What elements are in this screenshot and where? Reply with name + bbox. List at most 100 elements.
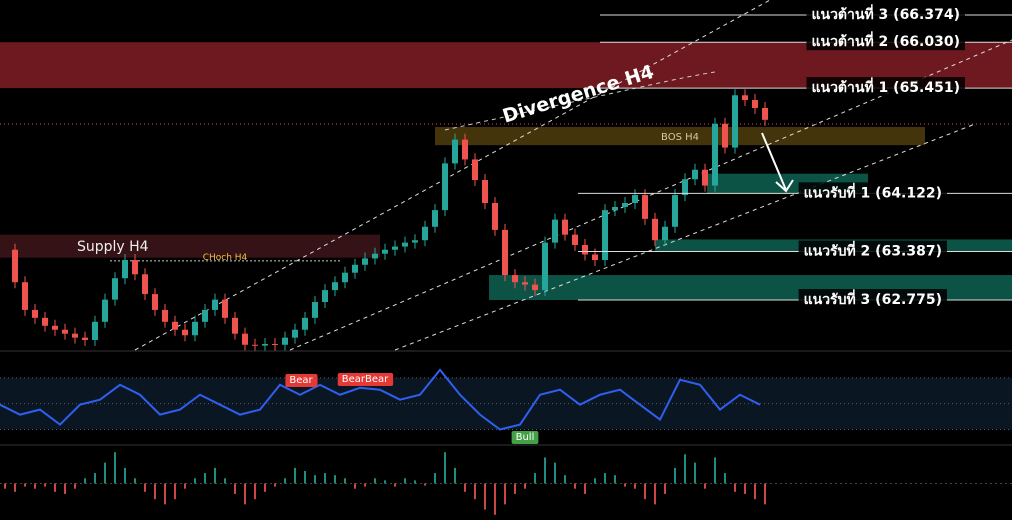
candle-body (232, 317, 238, 334)
candle-body (292, 329, 298, 338)
candle-body (502, 229, 508, 276)
channel-line (134, 0, 771, 351)
divergence-line (444, 71, 716, 131)
candle-body (22, 282, 28, 310)
hist-bar (344, 478, 346, 484)
hist-bar (94, 473, 96, 484)
hist-bar (164, 483, 166, 505)
candle-body (302, 317, 308, 330)
level-label: แนวต้านที่ 3 (66.374) (811, 4, 960, 23)
hist-bar (534, 473, 536, 484)
candle-body (392, 246, 398, 250)
candle-body (402, 242, 408, 247)
hist-bar (334, 475, 336, 484)
candle-body (572, 234, 578, 245)
hist-bar (364, 483, 366, 487)
arrow (761, 132, 794, 193)
hist-bar (24, 483, 26, 487)
candle-body (652, 218, 658, 241)
candle-body (552, 219, 558, 243)
candle-body (172, 321, 178, 330)
hist-bar (224, 478, 226, 484)
candle-body (272, 343, 278, 345)
candle-body (352, 264, 358, 273)
candle-body (472, 159, 478, 181)
hist-bar (474, 483, 476, 500)
hist-bar (464, 483, 466, 492)
candle-body (432, 210, 438, 227)
hist-bar (44, 483, 46, 487)
candle-body (642, 195, 648, 219)
candle-body (752, 100, 758, 108)
level-label-bg (806, 31, 965, 51)
hist-bar (454, 467, 456, 484)
hist-bar (504, 483, 506, 505)
hist-bar (674, 467, 676, 484)
candle-body (672, 195, 678, 227)
hist-bar (434, 473, 436, 484)
candle-body (622, 202, 628, 207)
candle-body (612, 206, 618, 211)
candle-body (532, 284, 538, 291)
hist-bar (84, 478, 86, 484)
hist-bar (714, 457, 716, 484)
candle-body (312, 302, 318, 318)
hist-bar (244, 483, 246, 505)
candles (12, 89, 768, 352)
hist-bar (74, 483, 76, 489)
channel-line (289, 39, 1012, 351)
level-label: แนวต้านที่ 1 (65.451) (811, 77, 960, 96)
candle-body (662, 226, 668, 241)
candle-body (102, 299, 108, 322)
candle-body (152, 294, 158, 310)
candle-body (12, 249, 18, 283)
hist-bar (194, 478, 196, 484)
candle-body (42, 317, 48, 326)
candle-body (262, 343, 268, 346)
hist-bar (554, 462, 556, 484)
zone (0, 234, 380, 258)
hist-bar (184, 483, 186, 489)
candle-body (112, 278, 118, 300)
histogram (0, 452, 1012, 515)
hist-bar (174, 483, 176, 500)
hist-bar (214, 467, 216, 484)
hist-bar (424, 483, 426, 486)
candle-body (692, 169, 698, 180)
candle-body (222, 299, 228, 318)
hist-bar (234, 483, 236, 494)
hist-bar (704, 483, 706, 489)
candle-body (72, 333, 78, 338)
signal-label: Bull (516, 432, 535, 443)
hist-bar (394, 483, 396, 487)
level-label-bg (798, 289, 947, 309)
hist-bar (354, 483, 356, 489)
candle-body (362, 258, 368, 265)
candle-body (742, 95, 748, 101)
signal-badge (511, 431, 539, 444)
hist-bar (514, 483, 516, 494)
candle-body (32, 309, 38, 318)
hist-bar (604, 473, 606, 484)
candle-body (342, 272, 348, 283)
candle-body (582, 244, 588, 255)
candle-body (82, 337, 88, 341)
hist-bar (34, 483, 36, 489)
candle-body (212, 299, 218, 310)
candle-body (242, 333, 248, 345)
candle-body (562, 219, 568, 235)
candle-body (452, 139, 458, 164)
candle-body (482, 180, 488, 203)
zone-label: BOS H4 (661, 132, 699, 143)
candle-body (322, 290, 328, 303)
hist-bar (614, 475, 616, 484)
candle-body (762, 107, 768, 120)
candle-body (462, 139, 468, 160)
hist-bar (204, 473, 206, 484)
hist-bar (4, 483, 6, 489)
candle-body (542, 242, 548, 291)
candle-body (192, 321, 198, 336)
level-label-bg (806, 3, 965, 23)
hist-bar (594, 478, 596, 484)
hist-bar (624, 483, 626, 487)
